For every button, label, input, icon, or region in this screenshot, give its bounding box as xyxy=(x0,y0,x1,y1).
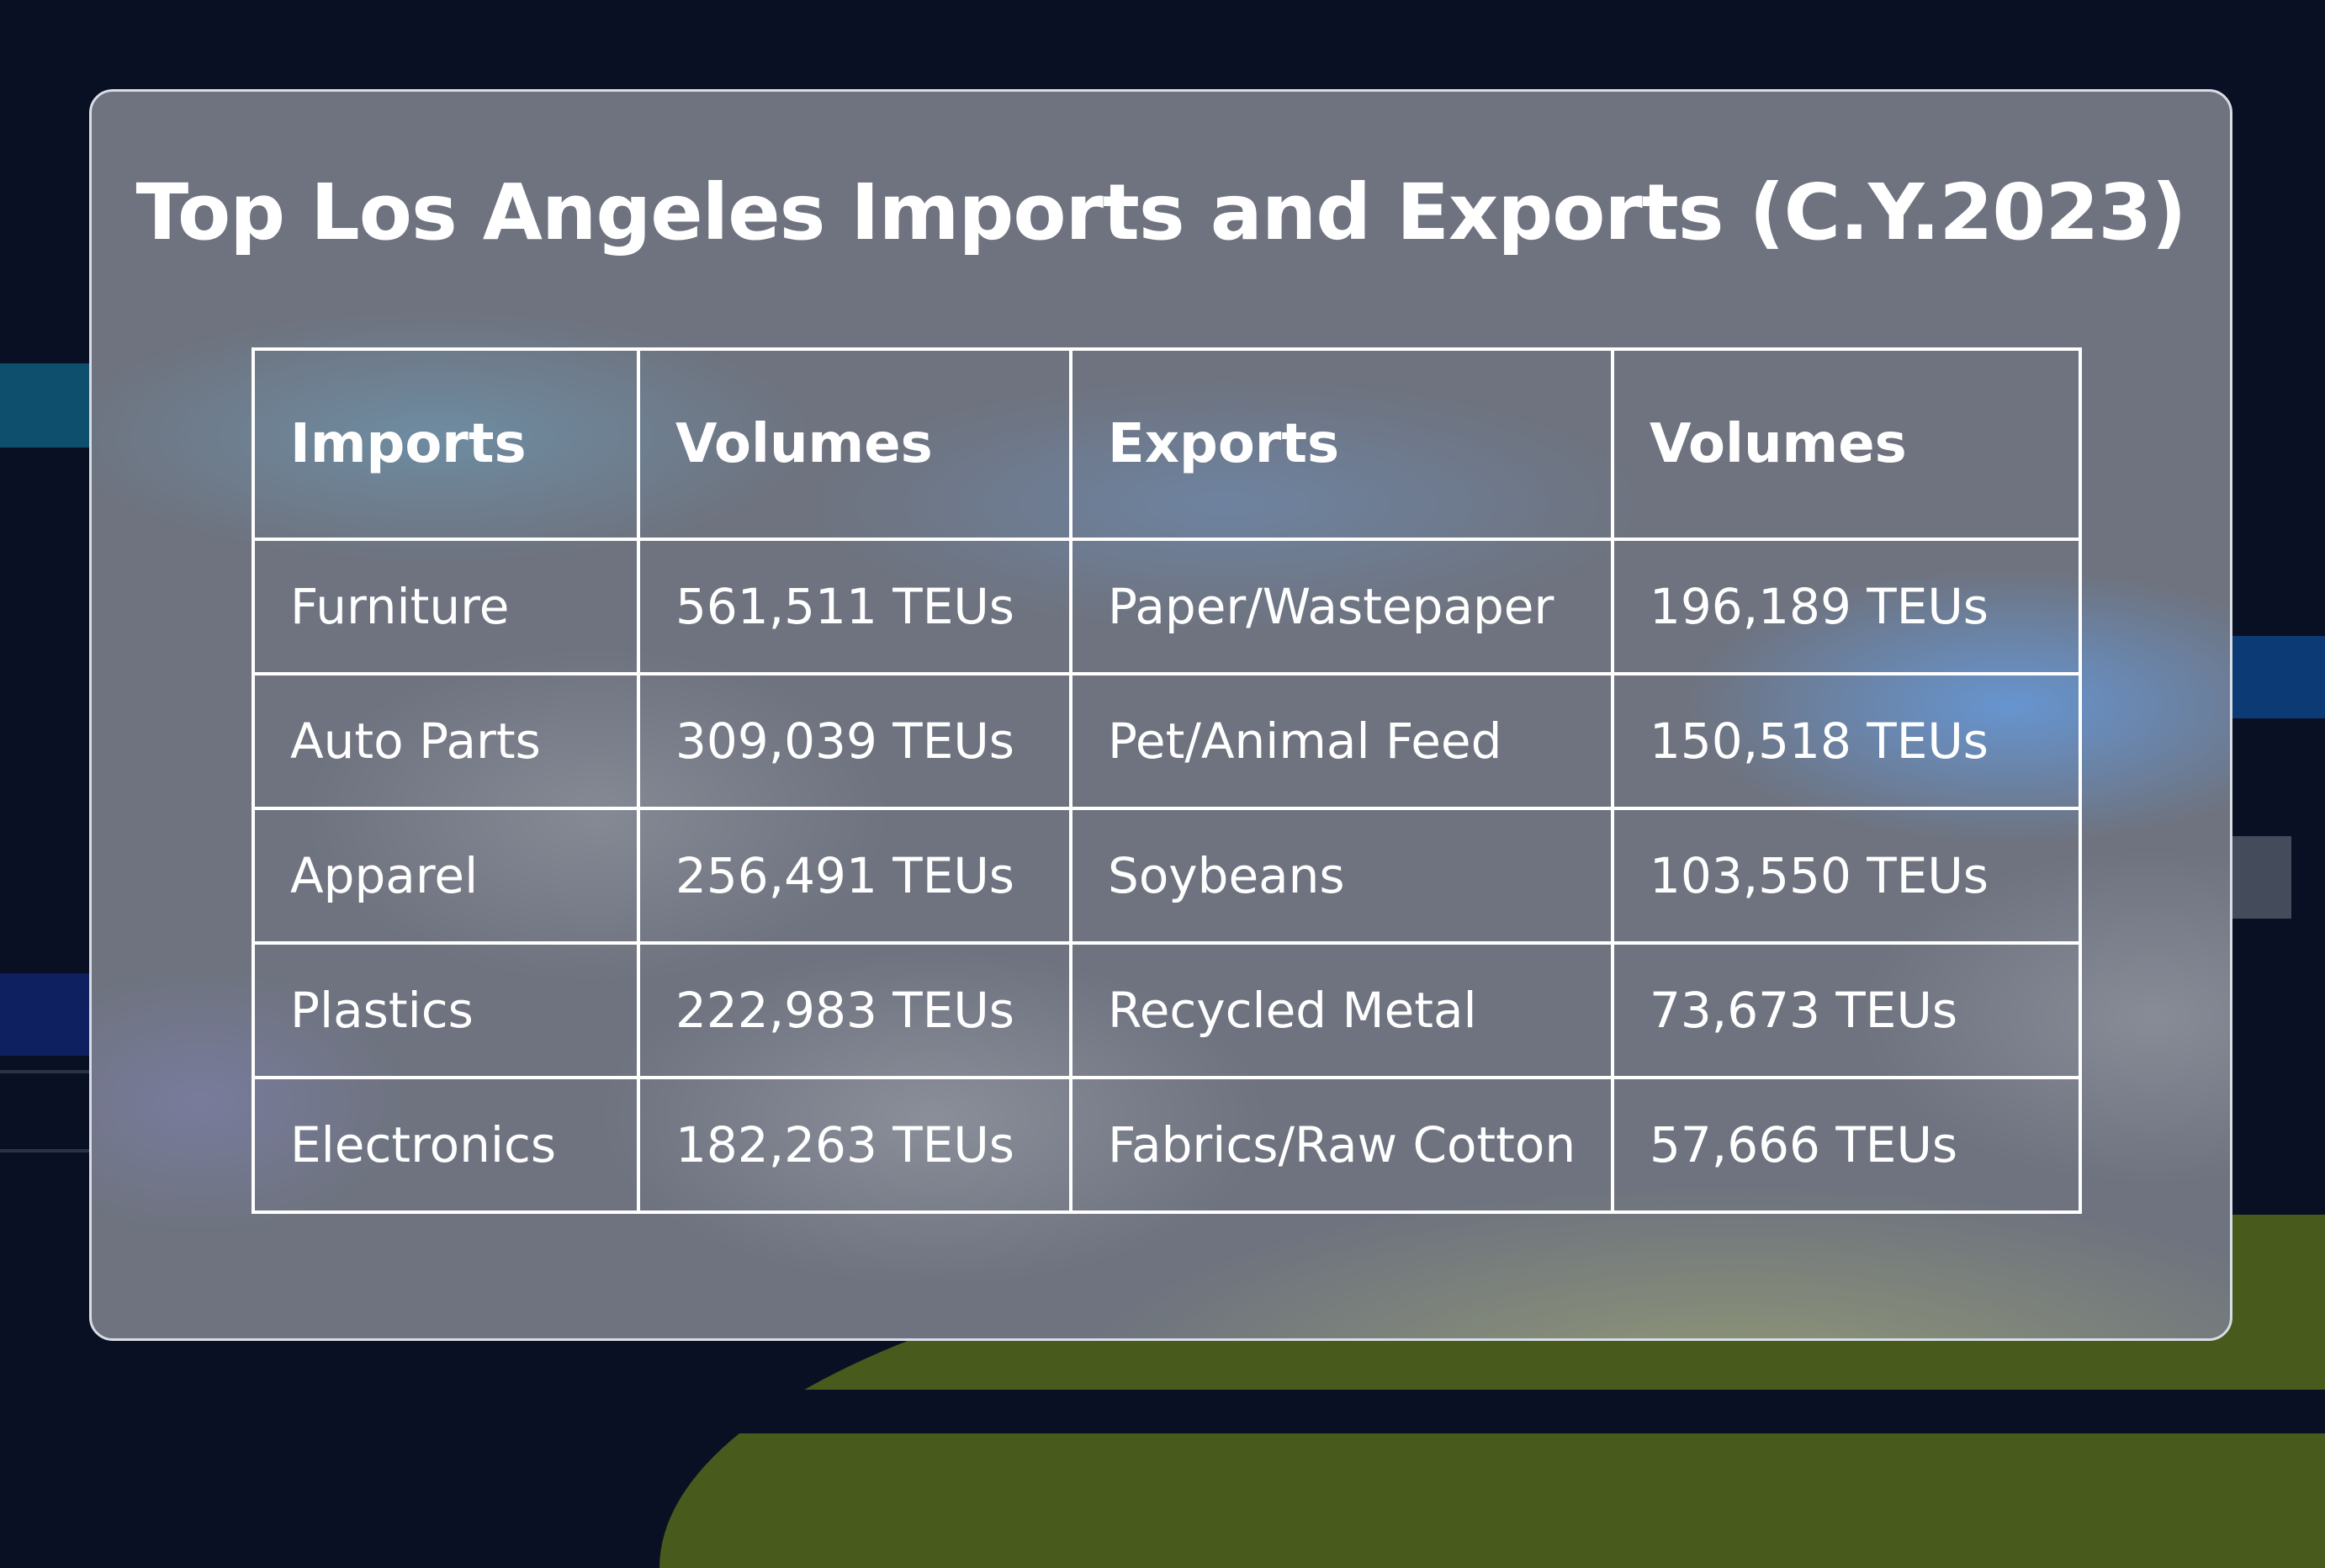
export-item: Paper/Wastepaper xyxy=(1069,538,1614,675)
table-row: Electronics 182,263 TEUs Fabrics/Raw Cot… xyxy=(252,1076,2082,1214)
table-row: Apparel 256,491 TEUs Soybeans 103,550 TE… xyxy=(252,807,2082,945)
export-volume: 73,673 TEUs xyxy=(1611,941,2082,1079)
import-item: Apparel xyxy=(252,807,640,945)
import-volume: 309,039 TEUs xyxy=(637,672,1072,810)
page-title: Top Los Angeles Imports and Exports (C.Y… xyxy=(135,167,2186,257)
background-line xyxy=(0,1070,151,1073)
import-volume: 222,983 TEUs xyxy=(637,941,1072,1079)
import-volume: 561,511 TEUs xyxy=(637,538,1072,675)
imports-exports-table: Imports Volumes Exports Volumes Furnitur… xyxy=(252,347,2082,1214)
export-volume: 196,189 TEUs xyxy=(1611,538,2082,675)
export-item: Pet/Animal Feed xyxy=(1069,672,1614,810)
header-export-volumes: Volumes xyxy=(1611,347,2082,541)
table-header-row: Imports Volumes Exports Volumes xyxy=(252,347,2082,541)
header-import-volumes: Volumes xyxy=(637,347,1072,541)
header-imports: Imports xyxy=(252,347,640,541)
export-item: Fabrics/Raw Cotton xyxy=(1069,1076,1614,1214)
table-row: Auto Parts 309,039 TEUs Pet/Animal Feed … xyxy=(252,672,2082,810)
export-item: Soybeans xyxy=(1069,807,1614,945)
export-volume: 57,666 TEUs xyxy=(1611,1076,2082,1214)
table-row: Plastics 222,983 TEUs Recycled Metal 73,… xyxy=(252,941,2082,1079)
export-volume: 150,518 TEUs xyxy=(1611,672,2082,810)
import-item: Plastics xyxy=(252,941,640,1079)
export-item: Recycled Metal xyxy=(1069,941,1614,1079)
background-bottom-strip xyxy=(727,1390,2325,1433)
header-exports: Exports xyxy=(1069,347,1614,541)
background-line xyxy=(0,1149,151,1152)
import-item: Furniture xyxy=(252,538,640,675)
import-volume: 256,491 TEUs xyxy=(637,807,1072,945)
table-row: Furniture 561,511 TEUs Paper/Wastepaper … xyxy=(252,538,2082,675)
export-volume: 103,550 TEUs xyxy=(1611,807,2082,945)
import-volume: 182,263 TEUs xyxy=(637,1076,1072,1214)
import-item: Electronics xyxy=(252,1076,640,1214)
table-card: Top Los Angeles Imports and Exports (C.Y… xyxy=(89,89,2232,1341)
import-item: Auto Parts xyxy=(252,672,640,810)
